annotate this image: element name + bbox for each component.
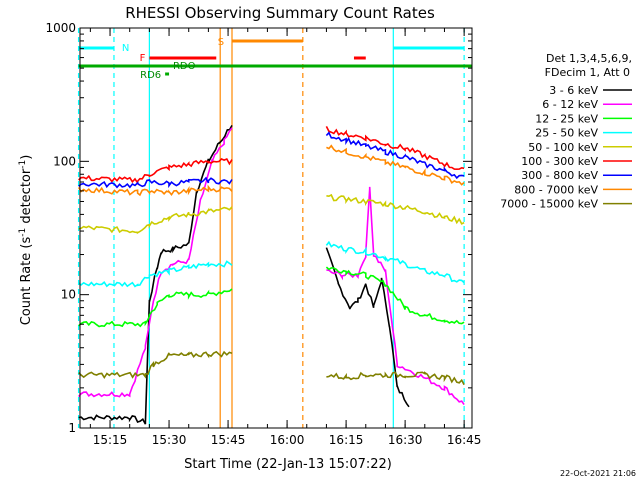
x-axis-label: Start Time (22-Jan-13 15:07:22)	[184, 457, 392, 472]
legend-label-1: 6 - 12 keV	[542, 98, 598, 111]
series-line-6	[78, 131, 465, 189]
legend-header-detectors: Det 1,3,4,5,6,9,	[546, 52, 632, 65]
legend-label-2: 12 - 25 keV	[535, 112, 598, 125]
axes: 1 10 100 1000 15:15 15:30 15:45 16:00 16:15 16:30…	[45, 21, 481, 447]
series-line-4	[78, 193, 465, 235]
x-tick-label-4: 16:15	[329, 433, 364, 447]
y-tick-label-2: 100	[53, 154, 76, 168]
legend-header-decim: FDecim 1, Att 0	[545, 66, 630, 79]
legend-label-6: 300 - 800 keV	[521, 169, 598, 182]
flag-bars: S NF RDO RD6	[78, 37, 472, 81]
legend-label-8: 7000 - 15000 keV	[500, 198, 598, 211]
flag-label-n: N	[122, 43, 129, 54]
flag-label-rd6: RD6	[140, 70, 161, 81]
series-line-8	[78, 350, 465, 386]
x-tick-label-5: 16:30	[388, 433, 423, 447]
legend-label-0: 3 - 6 keV	[549, 84, 598, 97]
y-tick-label-1: 10	[61, 288, 76, 302]
x-tick-label-1: 15:30	[152, 433, 187, 447]
x-tick-label-6: 16:45	[447, 433, 482, 447]
x-tick-label-3: 16:00	[270, 433, 305, 447]
legend-label-4: 50 - 100 keV	[528, 141, 598, 154]
legend-label-7: 800 - 7000 keV	[514, 183, 598, 196]
flag-label-rdo: RDO	[173, 61, 196, 72]
series-line-3	[78, 240, 465, 288]
plot-frame	[79, 27, 473, 429]
x-tick-label-2: 15:45	[211, 433, 246, 447]
flag-label-s: S	[218, 37, 224, 48]
series-line-7	[77, 144, 465, 197]
legend-label-5: 100 - 300 keV	[521, 155, 598, 168]
y-axis-label: Count Rate (s-1 detector-1)	[18, 155, 34, 326]
footer-timestamp: 22-Oct-2021 21:06	[560, 469, 636, 478]
chart-title: RHESSI Observing Summary Count Rates	[125, 4, 435, 22]
y-tick-label-3: 1000	[45, 21, 76, 35]
y-tick-label-0: 1	[68, 421, 76, 435]
series-layer	[77, 125, 465, 425]
flag-label-f: F	[140, 53, 146, 64]
legend-label-3: 25 - 50 keV	[535, 127, 598, 140]
series-line-0	[78, 125, 410, 425]
x-tick-label-0: 15:15	[93, 433, 128, 447]
legend: Det 1,3,4,5,6,9, FDecim 1, Att 0 3 - 6 k…	[500, 52, 632, 211]
series-line-5	[78, 126, 465, 186]
series-line-2	[78, 266, 465, 328]
